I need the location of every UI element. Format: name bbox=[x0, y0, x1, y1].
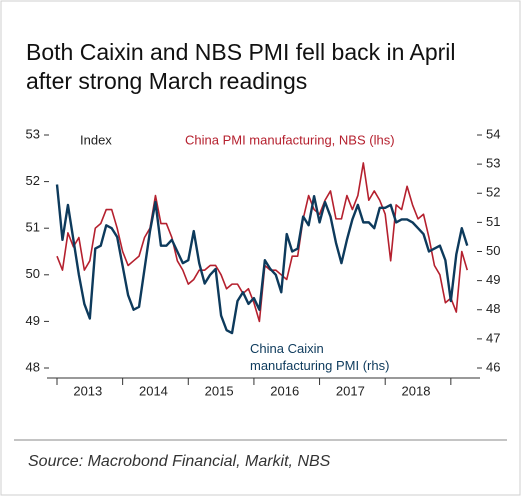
y2-tick-label: 54 bbox=[486, 126, 500, 141]
y2-tick-label: 50 bbox=[486, 243, 500, 258]
y-label: Index bbox=[80, 132, 112, 147]
y2-tick-label: 46 bbox=[486, 359, 500, 374]
y2-tick-label: 48 bbox=[486, 301, 500, 316]
x-tick-label: 2014 bbox=[139, 383, 168, 398]
y2-tick-label: 49 bbox=[486, 272, 500, 287]
x-tick-label: 2013 bbox=[73, 383, 102, 398]
y-tick-label: 52 bbox=[26, 173, 40, 188]
legend-label: China Caixin manufacturing PMI (rhs) bbox=[250, 341, 390, 373]
y2-tick-label: 53 bbox=[486, 156, 500, 171]
x-tick-label: 2015 bbox=[205, 383, 234, 398]
source: Source: Macrobond Financial, Markit, NBS bbox=[28, 453, 331, 470]
title-box: Both Caixin and NBS PMI fell back in Apr… bbox=[26, 39, 456, 94]
x-tick-label: 2016 bbox=[270, 383, 299, 398]
y2-tick-label: 47 bbox=[486, 330, 500, 345]
y-tick-label: 50 bbox=[26, 266, 40, 281]
y2-tick-label: 52 bbox=[486, 185, 500, 200]
legend-label: China PMI manufacturing, NBS (lhs) bbox=[185, 132, 395, 147]
y-tick-label: 48 bbox=[26, 359, 40, 374]
y-tick-label: 51 bbox=[26, 220, 40, 235]
chart-title: Both Caixin and NBS PMI fell back in Apr… bbox=[26, 39, 456, 94]
x-tick-label: 2017 bbox=[336, 383, 365, 398]
y2-tick-label: 51 bbox=[486, 214, 500, 229]
series-line bbox=[55, 184, 469, 335]
y-tick-label: 49 bbox=[26, 313, 40, 328]
x-tick-label: 2018 bbox=[402, 383, 431, 398]
y-tick-label: 53 bbox=[26, 126, 40, 141]
